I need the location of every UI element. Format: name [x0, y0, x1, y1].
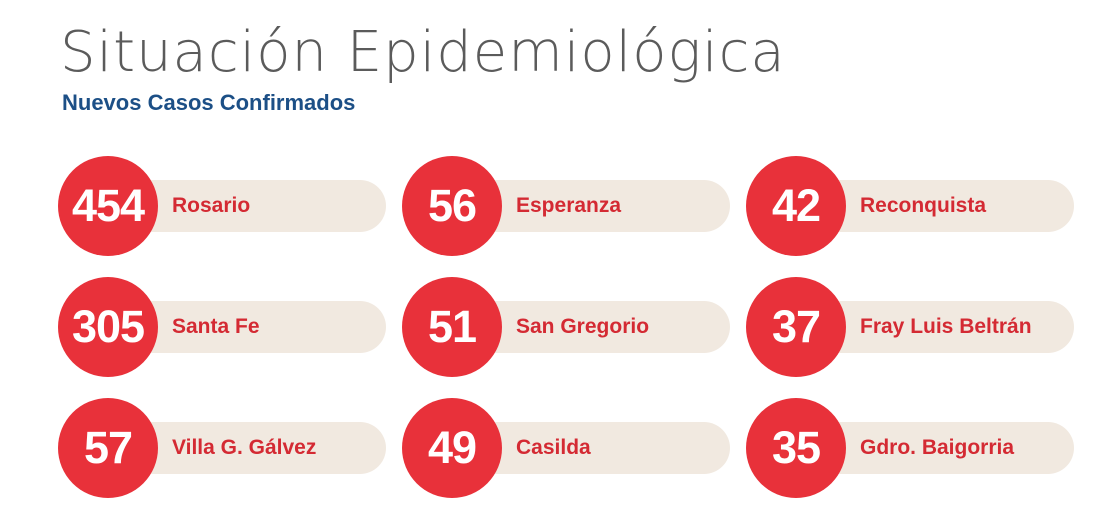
case-count: 51: [427, 301, 477, 352]
case-count: 35: [771, 422, 821, 473]
case-count: 42: [771, 180, 821, 231]
case-count: 56: [427, 180, 477, 231]
page-subtitle: Nuevos Casos Confirmados: [62, 90, 356, 115]
case-card: 35 Gdro. Baigorria: [746, 398, 1074, 498]
count-badge: 35: [746, 398, 846, 498]
count-badge: 49: [402, 398, 502, 498]
city-name: Fray Luis Beltrán: [860, 315, 1032, 338]
case-count: 305: [71, 301, 145, 352]
count-badge: 56: [402, 156, 502, 256]
count-badge: 305: [58, 277, 158, 377]
count-badge: 57: [58, 398, 158, 498]
count-badge: 42: [746, 156, 846, 256]
case-card: 51 San Gregorio: [402, 277, 730, 377]
case-card: 49 Casilda: [402, 398, 730, 498]
case-card: 42 Reconquista: [746, 156, 1074, 256]
case-card: 56 Esperanza: [402, 156, 730, 256]
city-name: Rosario: [172, 194, 251, 217]
case-count: 454: [71, 180, 145, 231]
city-name: Esperanza: [516, 194, 622, 217]
page-title: Situación Epidemiológica: [60, 20, 786, 85]
count-badge: 37: [746, 277, 846, 377]
city-name: Villa G. Gálvez: [172, 436, 317, 459]
case-count: 37: [771, 301, 821, 352]
case-count: 57: [83, 422, 133, 473]
city-name: Santa Fe: [172, 315, 260, 338]
case-card: 454 Rosario: [58, 156, 386, 256]
count-badge: 51: [402, 277, 502, 377]
count-badge: 454: [58, 156, 158, 256]
city-name: Gdro. Baigorria: [860, 436, 1015, 459]
city-name: Casilda: [516, 436, 591, 459]
case-count: 49: [427, 422, 477, 473]
city-name: San Gregorio: [516, 315, 650, 338]
city-name: Reconquista: [860, 194, 987, 217]
case-card: 305 Santa Fe: [58, 277, 386, 377]
case-card: 57 Villa G. Gálvez: [58, 398, 386, 498]
case-card: 37 Fray Luis Beltrán: [746, 277, 1074, 377]
